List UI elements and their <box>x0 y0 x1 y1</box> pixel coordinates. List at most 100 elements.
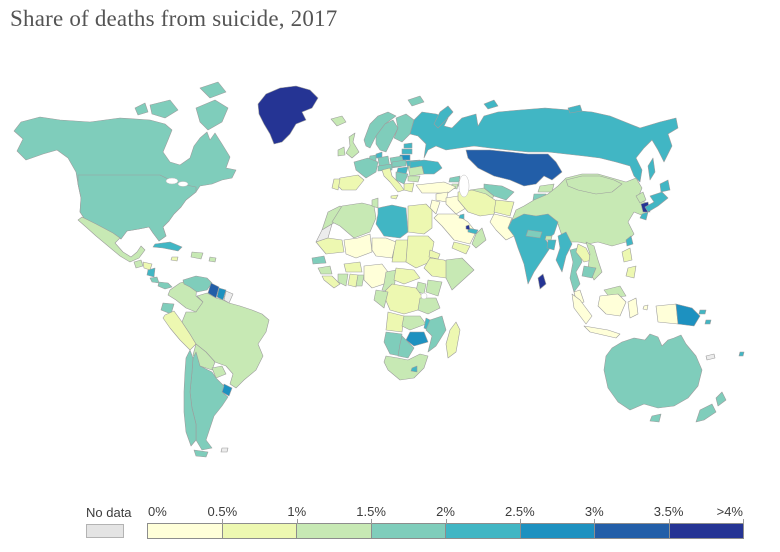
country-afghanistan[interactable] <box>493 199 515 217</box>
country-portugal[interactable] <box>331 178 341 191</box>
country-mali[interactable] <box>343 233 373 259</box>
country-norway[interactable] <box>363 111 397 149</box>
country-nicaragua[interactable] <box>146 267 156 278</box>
country-france[interactable] <box>353 157 379 179</box>
country-costa-rica[interactable] <box>149 276 160 284</box>
country-severnaya-zemlya[interactable] <box>483 99 499 110</box>
country-spain[interactable] <box>335 174 365 191</box>
country-levant[interactable] <box>429 199 441 215</box>
country-panama[interactable] <box>157 281 173 290</box>
country-united-kingdom[interactable] <box>345 132 360 159</box>
country-bangladesh[interactable] <box>546 239 557 251</box>
country-india[interactable] <box>507 213 559 285</box>
country-brazil[interactable] <box>181 292 270 389</box>
country-russia[interactable] <box>409 107 679 183</box>
country-tierra-del-fuego[interactable] <box>193 449 209 458</box>
country-cambodia[interactable] <box>581 265 597 279</box>
country-paraguay[interactable] <box>211 365 227 379</box>
country-mexico[interactable] <box>77 216 146 263</box>
country-west-papua[interactable] <box>655 303 679 325</box>
country-botswana[interactable] <box>397 335 415 359</box>
country-latvia[interactable] <box>401 148 413 155</box>
country-kenya[interactable] <box>425 279 443 297</box>
legend-bin-3[interactable] <box>371 524 446 538</box>
country-nepal[interactable] <box>525 229 543 239</box>
country-burkina-faso[interactable] <box>343 261 363 273</box>
country-bhutan[interactable] <box>544 235 553 241</box>
country-myanmar[interactable] <box>555 231 573 273</box>
country-novaya-zemlya[interactable] <box>433 105 454 129</box>
no-data-swatch[interactable] <box>86 524 124 538</box>
country-philippines-luzon[interactable] <box>621 247 633 263</box>
country-peru[interactable] <box>162 310 197 351</box>
country-pakistan[interactable] <box>489 213 515 241</box>
country-oman[interactable] <box>471 227 487 249</box>
country-yemen[interactable] <box>451 241 471 255</box>
country-ukraine[interactable] <box>409 159 443 175</box>
country-greece[interactable] <box>403 182 415 193</box>
country-angola[interactable] <box>385 311 405 333</box>
country-mozambique[interactable] <box>425 315 447 353</box>
country-canada-island[interactable] <box>149 99 179 119</box>
country-tasmania[interactable] <box>649 413 662 423</box>
legend-bin-6[interactable] <box>595 524 670 538</box>
country-cuba[interactable] <box>152 241 183 252</box>
country-namibia[interactable] <box>383 331 403 357</box>
country-somalia[interactable] <box>445 257 475 291</box>
country-svalbard[interactable] <box>407 95 425 107</box>
country-liberia[interactable] <box>321 275 341 289</box>
country-japan-hokkaido[interactable] <box>659 179 671 193</box>
country-papua-new-guinea[interactable] <box>675 303 701 327</box>
legend-bin-7[interactable] <box>669 524 743 538</box>
country-japan-honshu[interactable] <box>644 191 669 213</box>
country-madagascar[interactable] <box>445 321 461 359</box>
country-czechia[interactable] <box>391 159 407 168</box>
country-senegal[interactable] <box>311 255 327 265</box>
country-estonia[interactable] <box>403 142 413 149</box>
country-sumatra[interactable] <box>571 293 593 325</box>
country-mongolia[interactable] <box>565 175 623 195</box>
country-bulgaria[interactable] <box>407 175 421 183</box>
country-uae[interactable] <box>467 227 479 235</box>
country-new-zealand-north[interactable] <box>715 391 727 407</box>
country-eritrea[interactable] <box>428 249 441 260</box>
country-uzbekistan[interactable] <box>483 183 515 201</box>
country-solomon-islands[interactable] <box>698 309 707 315</box>
country-central-african-republic[interactable] <box>393 267 421 285</box>
country-jamaica[interactable] <box>170 256 179 262</box>
country-turkey[interactable] <box>415 181 457 194</box>
country-moluccas[interactable] <box>642 304 649 311</box>
country-mauritania[interactable] <box>315 237 345 255</box>
country-borneo[interactable] <box>597 293 627 317</box>
country-canada-island[interactable] <box>134 102 149 116</box>
country-dr-congo[interactable] <box>383 283 423 315</box>
country-new-zealand-south[interactable] <box>695 403 717 423</box>
country-benin[interactable] <box>355 274 365 287</box>
country-tunisia[interactable] <box>371 197 379 209</box>
country-taiwan[interactable] <box>625 235 634 247</box>
country-venezuela[interactable] <box>182 275 213 293</box>
country-japan-kyushu[interactable] <box>639 211 649 221</box>
country-tanzania[interactable] <box>417 297 441 315</box>
country-guinea[interactable] <box>317 265 333 275</box>
country-chad[interactable] <box>391 239 409 263</box>
country-new-caledonia[interactable] <box>705 353 716 361</box>
country-iceland[interactable] <box>330 115 347 127</box>
country-guatemala[interactable] <box>133 259 144 269</box>
country-cote-divoire[interactable] <box>337 273 349 287</box>
country-zimbabwe[interactable] <box>405 331 429 347</box>
country-laos[interactable] <box>575 243 593 263</box>
country-fiji[interactable] <box>738 351 745 357</box>
country-new-siberian-islands[interactable] <box>567 104 583 114</box>
country-finland[interactable] <box>393 113 415 143</box>
legend-bin-5[interactable] <box>520 524 595 538</box>
country-philippines-mindanao[interactable] <box>625 265 637 279</box>
country-north-korea[interactable] <box>635 191 647 204</box>
country-ghana[interactable] <box>347 273 359 288</box>
country-puerto-rico[interactable] <box>208 256 217 263</box>
country-ireland[interactable] <box>337 146 346 157</box>
legend-bin-0[interactable] <box>148 524 223 538</box>
country-honduras[interactable] <box>142 261 153 271</box>
country-canada-island[interactable] <box>195 99 229 131</box>
country-sulawesi[interactable] <box>627 297 639 319</box>
